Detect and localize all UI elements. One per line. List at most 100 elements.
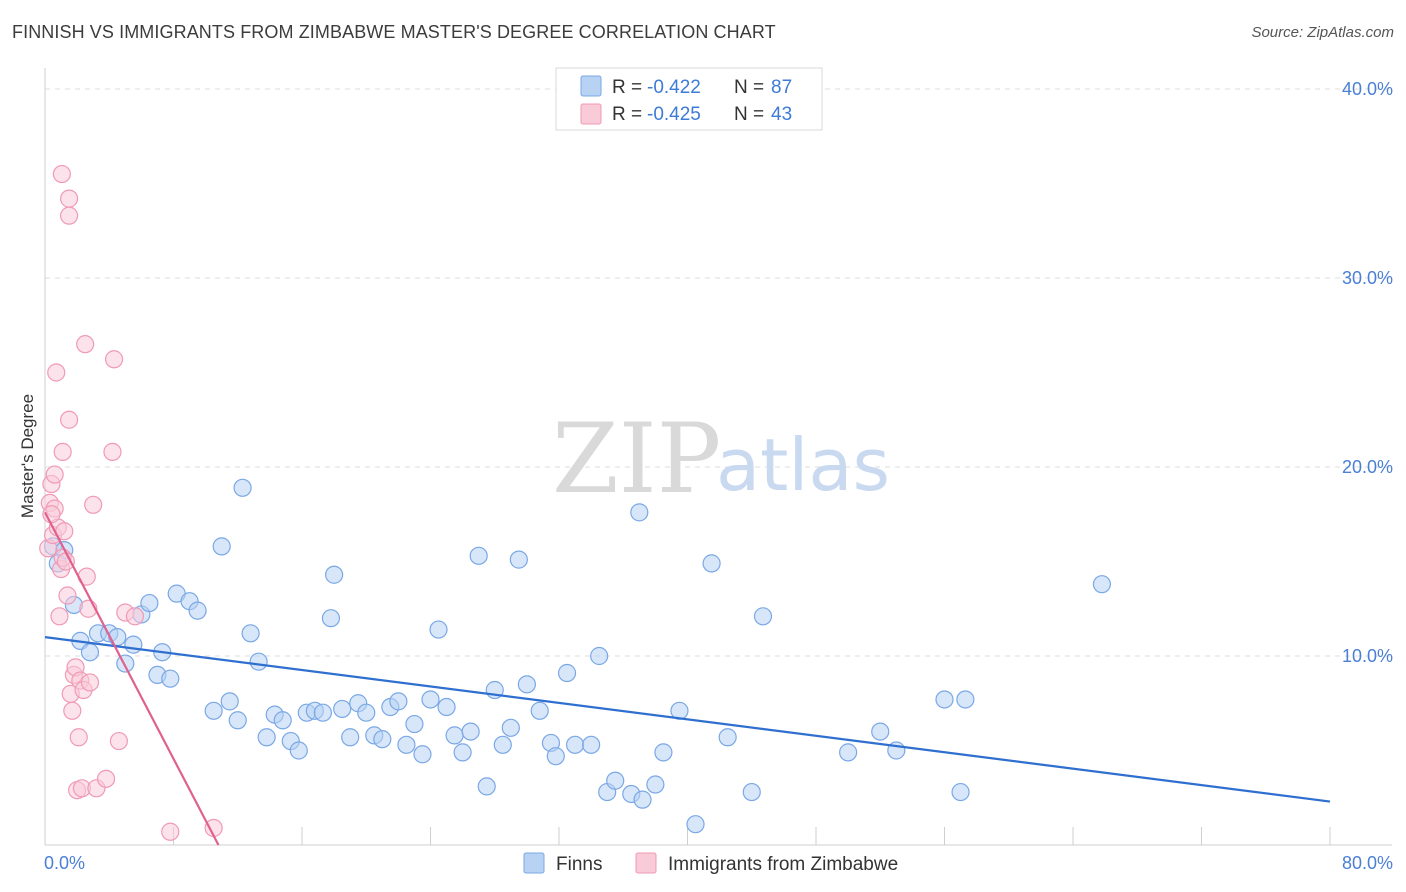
point-zimbabwe-30 xyxy=(103,442,122,461)
point-finns-22 xyxy=(233,478,252,497)
point-finns-84 xyxy=(956,690,975,709)
watermark-zip: ZIP xyxy=(552,403,721,515)
point-zimbabwe-27 xyxy=(84,495,103,514)
point-finns-11 xyxy=(140,593,159,613)
point-zimbabwe-31 xyxy=(104,350,124,369)
point-zimbabwe-39 xyxy=(45,465,64,484)
point-finns-9 xyxy=(124,635,143,654)
legend-r-value-0: -0.422 xyxy=(647,77,701,98)
point-finns-32 xyxy=(313,703,332,722)
point-finns-45 xyxy=(413,745,432,764)
point-zimbabwe-13 xyxy=(59,410,79,429)
point-finns-29 xyxy=(289,741,308,760)
point-finns-51 xyxy=(461,722,480,741)
point-zimbabwe-15 xyxy=(63,701,82,720)
point-zimbabwe-23 xyxy=(76,335,95,354)
watermark-atlas: atlas xyxy=(716,423,890,507)
point-zimbabwe-32 xyxy=(109,731,128,751)
point-finns-24 xyxy=(249,652,268,671)
point-zimbabwe-12 xyxy=(58,586,77,605)
point-finns-48 xyxy=(437,697,456,717)
point-finns-77 xyxy=(742,782,761,802)
axes xyxy=(44,68,1392,846)
grid-lines xyxy=(45,88,1392,657)
point-finns-36 xyxy=(341,728,360,747)
point-finns-85 xyxy=(1092,575,1112,594)
bottom-legend-zimbabwe: Immigrants from Zimbabwe xyxy=(668,854,898,875)
point-finns-43 xyxy=(397,735,416,754)
legend-r-label-1: R = xyxy=(612,104,642,125)
point-finns-78 xyxy=(753,607,773,626)
point-finns-21 xyxy=(228,711,247,730)
point-finns-56 xyxy=(501,718,520,737)
x-tick-labels: 0.0% 80.0% xyxy=(44,853,1393,873)
point-finns-25 xyxy=(257,728,276,747)
point-finns-42 xyxy=(389,692,408,711)
point-finns-65 xyxy=(590,646,609,666)
point-finns-75 xyxy=(702,554,721,573)
point-finns-50 xyxy=(453,743,472,762)
legend-n-label-1: N = xyxy=(734,104,764,125)
point-finns-38 xyxy=(357,703,376,722)
point-finns-16 xyxy=(188,601,207,620)
chart-source: Source: ZipAtlas.com xyxy=(1251,24,1394,41)
point-finns-27 xyxy=(273,711,292,730)
point-finns-59 xyxy=(530,701,549,720)
point-finns-44 xyxy=(405,714,424,734)
y-tick-label-2: 30.0% xyxy=(1342,268,1393,288)
point-finns-33 xyxy=(325,565,344,584)
point-finns-34 xyxy=(321,609,341,628)
y-tick-label-1: 20.0% xyxy=(1342,457,1393,477)
y-tick-label-0: 10.0% xyxy=(1342,646,1393,666)
y-axis-label: Master's Degree xyxy=(18,394,37,518)
data-points xyxy=(39,164,1112,841)
point-finns-8 xyxy=(116,654,135,673)
top-legend: R = -0.422 N = 87 R = -0.425 N = 43 xyxy=(555,67,823,131)
point-finns-80 xyxy=(871,722,890,741)
point-finns-53 xyxy=(477,777,496,796)
bottom-legend-swatch-finns xyxy=(523,852,545,874)
point-finns-64 xyxy=(582,735,601,754)
point-finns-40 xyxy=(373,730,392,749)
point-finns-82 xyxy=(935,690,954,709)
point-finns-46 xyxy=(421,690,440,709)
point-finns-57 xyxy=(509,550,528,569)
point-finns-70 xyxy=(633,790,652,809)
point-zimbabwe-7 xyxy=(50,607,69,626)
y-tick-labels: 10.0% 20.0% 30.0% 40.0% xyxy=(1342,79,1393,666)
point-finns-18 xyxy=(204,701,223,720)
point-finns-63 xyxy=(565,735,585,754)
point-finns-69 xyxy=(630,503,649,522)
point-finns-19 xyxy=(212,537,231,556)
legend-n-value-1: 43 xyxy=(771,104,792,125)
legend-r-label-0: R = xyxy=(612,77,642,98)
legend-n-value-0: 87 xyxy=(771,77,792,98)
trend-line-finns xyxy=(44,636,1331,803)
point-finns-67 xyxy=(606,771,625,790)
point-finns-55 xyxy=(493,735,512,754)
point-zimbabwe-26 xyxy=(80,673,100,692)
point-zimbabwe-36 xyxy=(59,189,79,208)
point-finns-35 xyxy=(333,699,352,719)
point-finns-52 xyxy=(469,546,488,565)
point-finns-83 xyxy=(951,782,970,802)
x-tick-label-1: 80.0% xyxy=(1342,853,1393,873)
point-zimbabwe-37 xyxy=(59,206,79,225)
point-zimbabwe-5 xyxy=(47,363,66,382)
point-finns-23 xyxy=(241,624,260,643)
point-finns-61 xyxy=(546,747,565,766)
point-finns-74 xyxy=(686,815,705,834)
point-zimbabwe-34 xyxy=(125,607,145,626)
point-zimbabwe-29 xyxy=(96,769,116,788)
bottom-legend-finns: Finns xyxy=(556,854,602,875)
point-finns-4 xyxy=(80,643,100,662)
point-finns-20 xyxy=(220,692,239,711)
legend-r-value-1: -0.425 xyxy=(647,104,701,125)
legend-swatch-finns xyxy=(580,75,602,97)
point-finns-71 xyxy=(646,775,665,794)
point-finns-76 xyxy=(718,728,737,747)
x-tick-label-0: 0.0% xyxy=(44,853,85,873)
point-finns-62 xyxy=(557,663,577,683)
point-zimbabwe-41 xyxy=(161,822,180,841)
